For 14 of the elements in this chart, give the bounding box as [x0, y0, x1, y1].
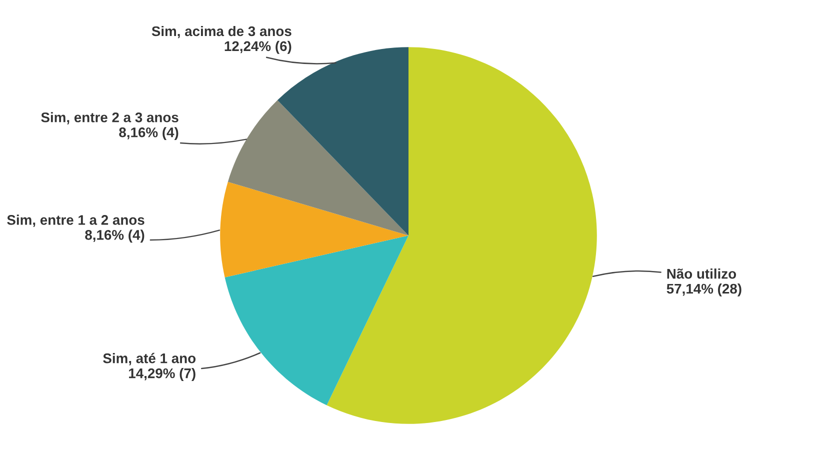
slice-label: Sim, entre 2 a 3 anos	[41, 112, 178, 124]
data-label: 12,24% (6)	[224, 40, 292, 54]
pie-slice	[228, 100, 408, 236]
slice-label: Sim, acima de 3 anos	[152, 26, 292, 38]
slice-label: Sim, entre 1 a 2 anos	[7, 214, 144, 227]
data-label: 14,29% (7)	[129, 368, 196, 381]
data-label: 57,14% (28)	[666, 283, 742, 296]
slice-label: Não utilizo	[667, 268, 736, 279]
pie-slice	[224, 236, 408, 406]
pie-slice	[326, 47, 597, 424]
slice-label: Sim, até 1 ano	[103, 352, 196, 366]
data-label: 8,16% (4)	[119, 127, 178, 140]
data-label: 8,16% (4)	[85, 230, 144, 243]
pie-slice	[220, 182, 408, 278]
